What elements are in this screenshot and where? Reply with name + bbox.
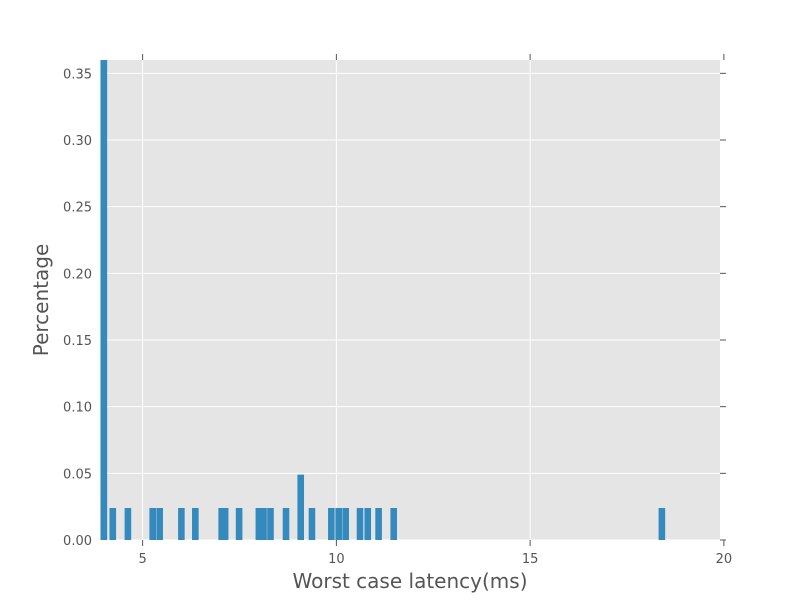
x-tick-label: 20 xyxy=(716,552,733,567)
y-tick-label: 0.15 xyxy=(63,334,92,349)
y-tick-label: 0.35 xyxy=(63,67,92,82)
y-tick-label: 0.10 xyxy=(63,401,92,416)
histogram-bar xyxy=(149,508,156,540)
y-tick-label: 0.05 xyxy=(63,467,92,482)
bars xyxy=(100,60,666,540)
histogram-bar xyxy=(218,508,225,540)
histogram-bar xyxy=(255,508,263,540)
histogram-bar xyxy=(342,508,349,540)
y-tick-label: 0.20 xyxy=(63,267,92,282)
histogram-bar xyxy=(235,508,243,540)
y-tick-label: 0.30 xyxy=(63,134,92,149)
grid-lines xyxy=(100,60,725,541)
tick-labels: 5 10 15 20 0.00 0.05 0.10 0.15 0.20 0.25 0.30 0.35 xyxy=(63,67,732,567)
histogram-bar xyxy=(335,508,342,540)
histogram-bar xyxy=(100,60,108,540)
y-axis-label: Percentage xyxy=(29,244,53,357)
x-tick-label: 10 xyxy=(328,552,345,567)
x-tick-label: 15 xyxy=(522,552,539,567)
histogram-bar xyxy=(658,508,666,540)
histogram-bar xyxy=(260,508,267,540)
histogram-bar xyxy=(390,508,398,540)
x-tick-label: 5 xyxy=(138,552,146,567)
histogram-bar xyxy=(221,508,229,540)
histogram-bar xyxy=(267,508,274,540)
histogram-bar xyxy=(124,508,132,540)
histogram-bar xyxy=(282,508,290,540)
histogram-bar xyxy=(156,508,163,540)
histogram-bar xyxy=(308,508,316,540)
histogram-bar xyxy=(109,508,117,540)
histogram-bar xyxy=(178,508,185,540)
histogram-bar xyxy=(364,508,372,540)
histogram-bar xyxy=(328,508,335,540)
histogram-bar xyxy=(192,508,199,540)
histogram-bar xyxy=(297,474,305,540)
y-tick-label: 0.00 xyxy=(63,534,92,549)
ticks xyxy=(142,54,726,546)
plot-area xyxy=(100,60,720,540)
histogram-bar xyxy=(375,508,382,540)
histogram-bar xyxy=(356,508,364,540)
x-axis-label: Worst case latency(ms) xyxy=(293,569,528,593)
y-tick-label: 0.25 xyxy=(63,201,92,216)
